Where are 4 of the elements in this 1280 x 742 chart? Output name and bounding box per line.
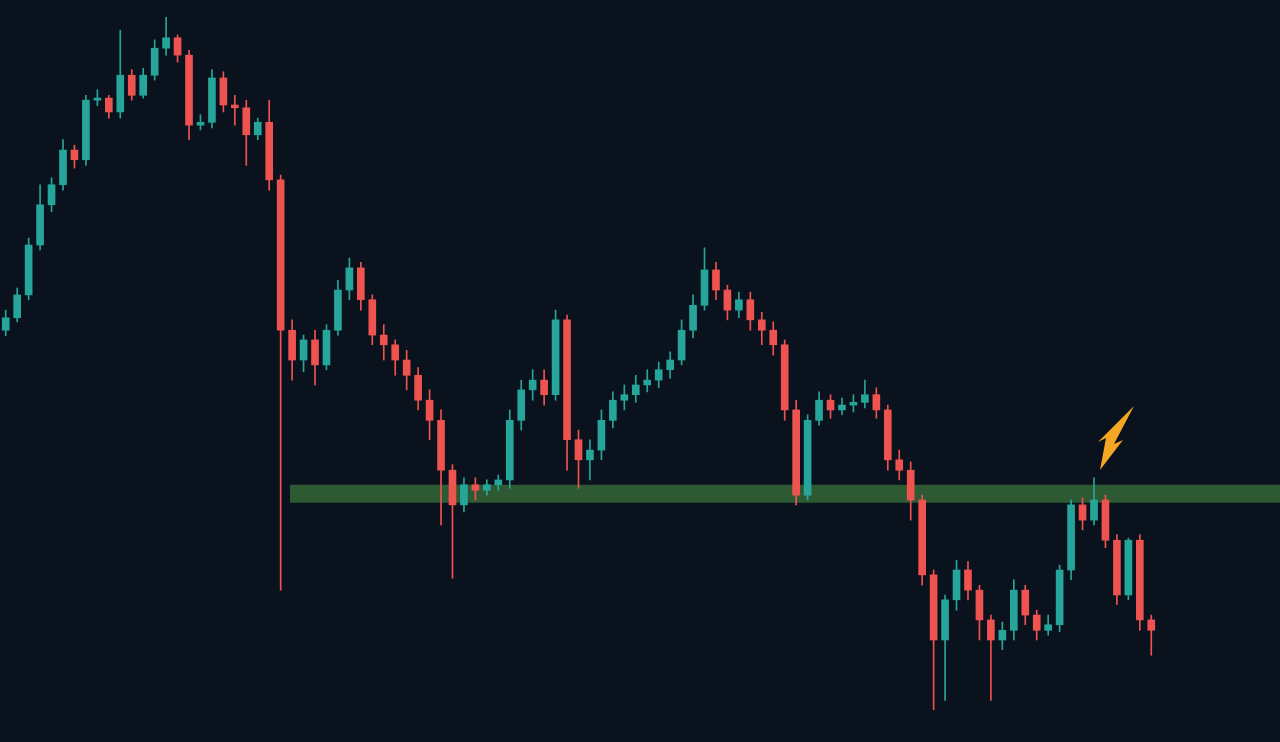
candlestick bbox=[987, 614, 995, 701]
candlestick bbox=[643, 369, 652, 393]
candlestick bbox=[231, 94, 239, 126]
candlestick bbox=[586, 439, 594, 481]
